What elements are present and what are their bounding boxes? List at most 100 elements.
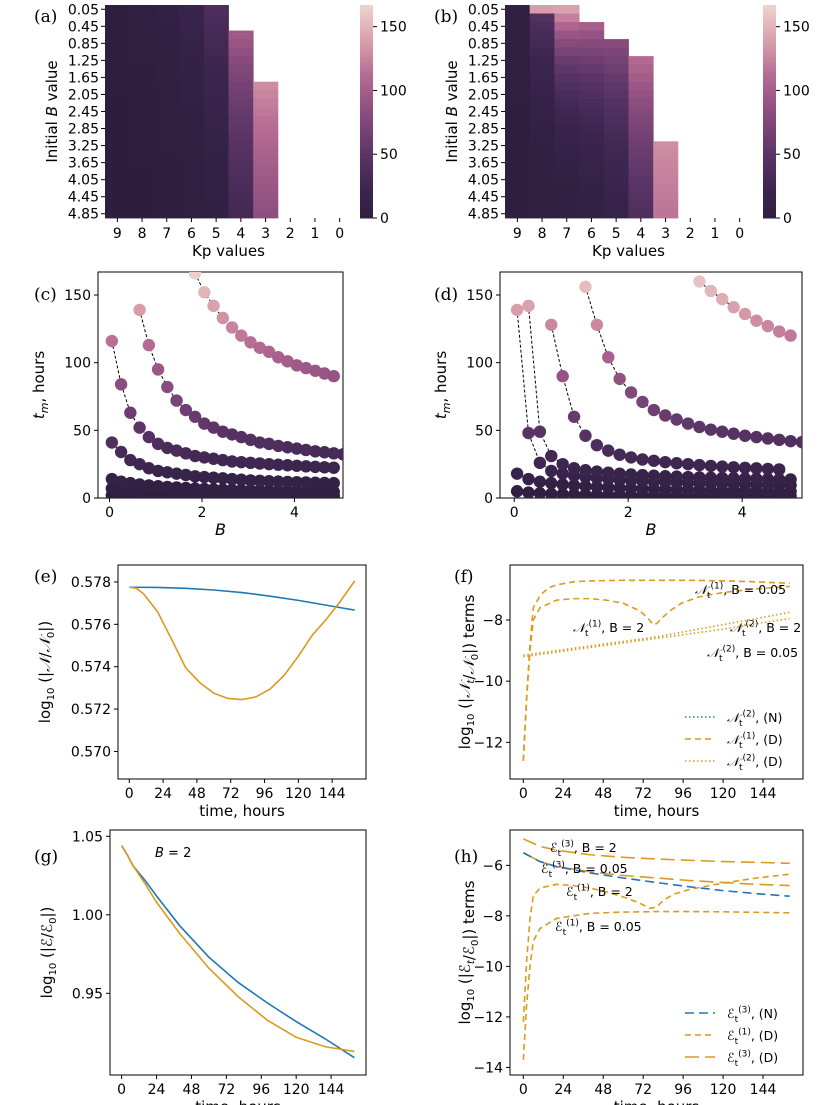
heat-cell-kp4 — [228, 124, 254, 134]
heat-cell-kp7 — [154, 81, 180, 91]
scatter-point — [151, 480, 165, 493]
heat-cell-kp9 — [505, 141, 531, 151]
scatter-point — [309, 445, 322, 458]
scatter-point — [613, 467, 626, 480]
heat-cell-kp5 — [603, 132, 629, 142]
heat-cell-kp9 — [505, 175, 531, 185]
colorbar-step — [763, 111, 776, 116]
panel-label-d: (d) — [434, 285, 458, 305]
colorbar-step — [763, 8, 776, 13]
heat-cell-kp9 — [105, 192, 131, 202]
heat-cell-kp8 — [129, 192, 155, 202]
heat-cell-kp5 — [603, 141, 629, 151]
colorbar-step — [763, 68, 776, 73]
scatter-point — [309, 476, 322, 489]
y-axis-label: log10 (|ℰt/ℰ0|) terms — [456, 880, 481, 1024]
colorbar-step — [360, 122, 373, 127]
heat-cell-kp3 — [653, 209, 679, 219]
x-tick-label: 0 — [335, 226, 344, 242]
colorbar-step — [360, 104, 373, 109]
scatter-point — [244, 474, 257, 487]
heat-cell-kp6 — [179, 124, 205, 134]
heat-cell-kp8 — [529, 115, 555, 125]
colorbar-step — [360, 100, 373, 105]
colorbar-step — [360, 90, 373, 95]
scatter-point — [556, 370, 569, 383]
colorbar-step — [360, 171, 373, 176]
colorbar-step — [763, 90, 776, 95]
scatter-point — [510, 485, 524, 498]
heat-cell-kp8 — [129, 158, 155, 168]
heat-cell-kp7 — [554, 81, 580, 91]
heat-cell-kp3 — [253, 183, 279, 193]
y-tick-label: 4.85 — [468, 207, 499, 223]
heat-cell-kp6 — [579, 22, 605, 31]
heat-cell-kp5 — [203, 209, 229, 219]
scatter-point — [579, 429, 592, 442]
heat-cell-kp4 — [228, 64, 254, 74]
x-tick-label: 48 — [183, 1082, 201, 1098]
heat-cell-kp9 — [505, 13, 531, 23]
heat-cell-kp7 — [154, 132, 180, 142]
colorbar-step — [763, 72, 776, 77]
scatter-point — [198, 286, 211, 299]
heat-cell-kp5 — [603, 39, 629, 48]
y-tick-label: 0.578 — [71, 575, 111, 591]
colorbar-step — [763, 122, 776, 127]
scatter-point — [198, 470, 211, 484]
colorbar-step — [360, 79, 373, 84]
heat-cell-kp6 — [179, 175, 205, 185]
colorbar-step — [360, 47, 373, 52]
heat-cell-kp6 — [579, 209, 605, 219]
colorbar-step — [360, 44, 373, 49]
scatter-point — [216, 453, 230, 467]
panel-label-f: (f) — [454, 567, 474, 587]
y-tick-label: −8 — [482, 909, 503, 925]
series-line — [523, 611, 790, 656]
scatter-point — [216, 311, 230, 325]
y-tick-label: 0.576 — [71, 617, 111, 633]
scatter-point — [299, 476, 313, 489]
heat-cell-kp6 — [579, 107, 605, 117]
colorbar-step — [763, 200, 776, 205]
heat-cell-kp5 — [603, 124, 629, 134]
heat-cell-kp9 — [105, 115, 131, 125]
x-axis-label: time, hours — [614, 1098, 700, 1105]
scatter-point — [773, 463, 786, 476]
scatter-point — [290, 485, 303, 498]
heat-cell-kp9 — [105, 81, 131, 91]
colorbar-step — [360, 154, 373, 159]
heat-cell-kp5 — [203, 175, 229, 185]
heat-cell-kp5 — [203, 5, 229, 14]
heat-cell-kp6 — [179, 209, 205, 219]
scatter-point — [262, 475, 276, 488]
heat-cell-kp9 — [105, 90, 131, 100]
heat-cell-kp5 — [203, 141, 229, 151]
colorbar-step — [763, 143, 776, 148]
colorbar-step — [360, 136, 373, 141]
heat-cell-kp5 — [203, 13, 229, 23]
series-line — [120, 845, 355, 1059]
annotation-label: 𝒩t(1), B = 0.05 — [695, 581, 786, 600]
heat-cell-kp7 — [554, 115, 580, 125]
scatter-point — [647, 469, 661, 482]
heat-cell-kp4 — [228, 81, 254, 91]
colorbar-tick-label: 0 — [380, 211, 389, 227]
heat-cell-kp8 — [529, 22, 555, 31]
heat-cell-kp4 — [228, 149, 254, 159]
series-line — [522, 852, 790, 897]
heat-cell-kp6 — [179, 183, 205, 193]
heat-cell-kp4 — [228, 200, 254, 210]
heat-cell-kp7 — [154, 175, 180, 185]
colorbar-step — [763, 100, 776, 105]
scatter-point — [773, 473, 786, 486]
y-axis-label: log10 (|𝒩t/𝒩0|) terms — [456, 595, 481, 750]
scatter-point — [290, 475, 303, 489]
heat-cell-kp6 — [179, 56, 205, 66]
scatter-point — [556, 488, 569, 498]
heat-cell-kp8 — [129, 141, 155, 151]
colorbar-step — [763, 178, 776, 183]
colorbar-step — [763, 107, 776, 112]
heat-cell-kp8 — [529, 158, 555, 168]
heat-cell-kp4 — [628, 98, 654, 108]
